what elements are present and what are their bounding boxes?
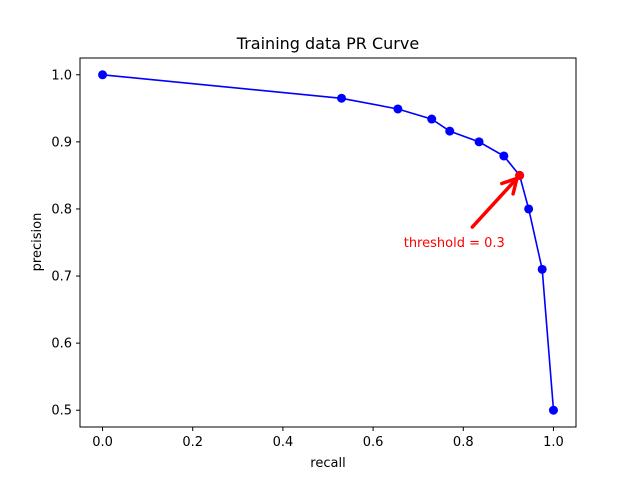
- x-tick-label: 0.8: [453, 435, 474, 450]
- pr-curve-point: [474, 137, 484, 147]
- annotation-layer: threshold = 0.3: [404, 176, 519, 251]
- y-tick-label: 0.7: [51, 270, 72, 285]
- axes-frame: [79, 57, 577, 428]
- pr-series: [98, 70, 558, 415]
- x-tick-label: 0.4: [273, 435, 294, 450]
- pr-curve-point: [548, 405, 558, 415]
- chart-title: Training data PR Curve: [236, 34, 419, 53]
- annotation-arrow-head: [500, 176, 519, 196]
- pr-curve-point: [98, 70, 108, 80]
- y-tick-label: 1.0: [51, 68, 72, 83]
- pr-curve-point: [427, 114, 437, 124]
- y-axis-ticks: 0.5 0.6 0.7 0.8 0.9 1.0: [51, 68, 80, 419]
- x-axis-ticks: 0.0 0.2 0.4 0.6 0.8 1.0: [92, 427, 564, 450]
- x-axis-label: recall: [310, 456, 345, 471]
- pr-curve-point: [537, 264, 547, 274]
- y-tick-label: 0.9: [51, 135, 72, 150]
- pr-curve-point: [524, 204, 534, 214]
- y-axis-label: precision: [30, 213, 45, 272]
- y-tick-label: 0.8: [51, 202, 72, 217]
- pr-curve-point: [499, 151, 509, 161]
- x-tick-label: 0.2: [182, 435, 203, 450]
- y-tick-label: 0.5: [51, 404, 72, 419]
- x-tick-label: 1.0: [543, 435, 564, 450]
- pr-curve-point: [445, 126, 455, 136]
- y-tick-label: 0.6: [51, 337, 72, 352]
- pr-curve-point: [393, 104, 403, 114]
- threshold-annotation: threshold = 0.3: [404, 236, 505, 251]
- annotation-arrow-shaft: [470, 176, 519, 229]
- x-tick-label: 0.0: [92, 435, 113, 450]
- pr-curve-point: [337, 93, 347, 103]
- x-tick-label: 0.6: [363, 435, 384, 450]
